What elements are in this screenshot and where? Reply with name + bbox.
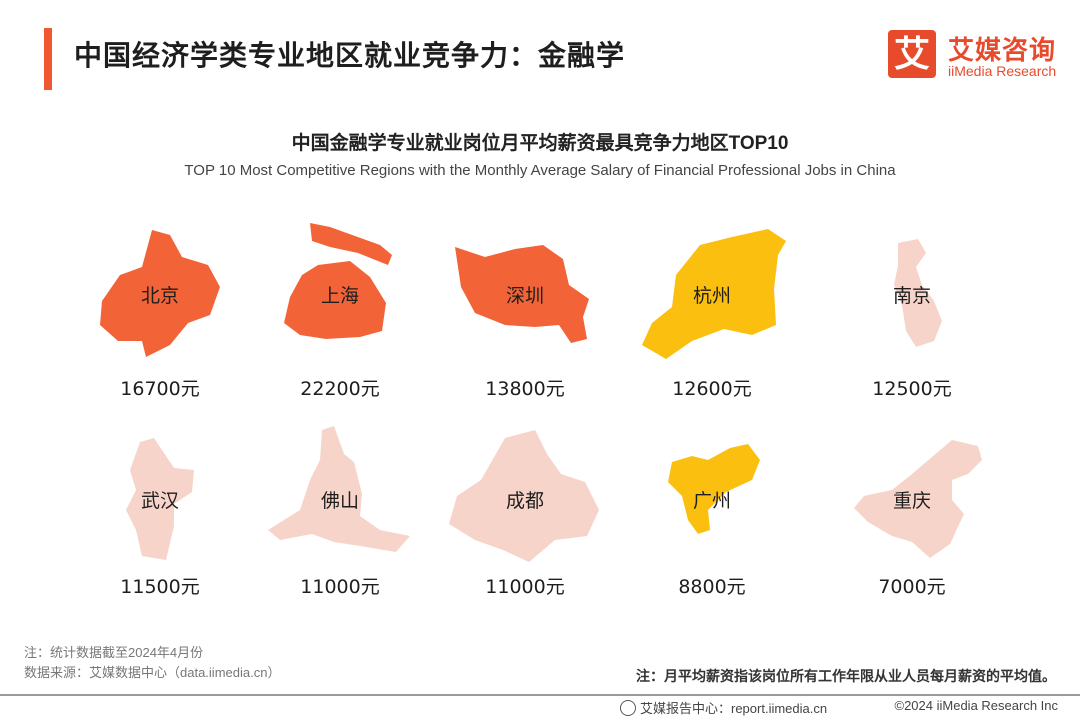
report-center-text: 艾媒报告中心：report.iimedia.cn: [640, 701, 828, 716]
stat-note: 注：统计数据截至2024年4月份: [24, 645, 204, 660]
region-label-7: 成都: [506, 490, 544, 512]
brand-logo[interactable]: 艾 艾媒咨询 iiMedia Research: [888, 30, 1068, 84]
region-shape-0: [100, 230, 220, 357]
footer-divider: [0, 694, 1080, 696]
salary-value-9: 7000元: [878, 576, 945, 598]
region-shape-1: [284, 223, 392, 339]
footer-copyright: ©2024 iiMedia Research Inc: [894, 698, 1059, 713]
region-label-2: 深圳: [506, 285, 544, 307]
logo-mark-icon: 艾: [888, 30, 936, 78]
globe-icon: [620, 700, 636, 716]
footer: 艾媒报告中心：report.iimedia.cn ©2024 iiMedia R…: [0, 698, 1080, 720]
region-label-4: 南京: [893, 285, 931, 307]
region-shape-8: [668, 444, 760, 534]
page-title: 中国经济学类专业地区就业竞争力：金融学: [74, 40, 626, 71]
region-shape-7: [449, 430, 599, 562]
region-label-1: 上海: [321, 285, 359, 307]
region-shape-6: [268, 426, 410, 552]
region-label-5: 武汉: [141, 490, 179, 512]
salary-value-2: 13800元: [485, 378, 564, 400]
salary-value-6: 11000元: [300, 576, 379, 598]
salary-value-1: 22200元: [300, 378, 379, 400]
logo-en-text: iiMedia Research: [948, 63, 1057, 79]
logo-cn-text: 艾媒咨询: [948, 35, 1057, 65]
region-shape-5: [126, 438, 194, 560]
definition-note: 注：月平均薪资指该岗位所有工作年限从业人员每月薪资的平均值。: [636, 668, 1056, 684]
chart-title: 中国金融学专业就业岗位月平均薪资最具竞争力地区TOP10: [291, 133, 789, 154]
salary-value-4: 12500元: [872, 378, 951, 400]
region-shape-3: [642, 229, 786, 359]
salary-value-3: 12600元: [672, 378, 751, 400]
region-label-6: 佛山: [321, 490, 359, 512]
region-label-0: 北京: [141, 285, 179, 307]
region-shape-2: [455, 245, 589, 343]
source-note: 数据来源：艾媒数据中心（data.iimedia.cn）: [24, 665, 281, 680]
region-shape-4: [894, 239, 942, 347]
salary-value-8: 8800元: [678, 576, 745, 598]
footer-report-center[interactable]: 艾媒报告中心：report.iimedia.cn: [620, 698, 827, 717]
salary-value-7: 11000元: [485, 576, 564, 598]
salary-value-0: 16700元: [120, 378, 199, 400]
region-label-9: 重庆: [893, 490, 931, 512]
region-label-3: 杭州: [693, 285, 731, 307]
chart-subtitle: TOP 10 Most Competitive Regions with the…: [184, 162, 896, 179]
salary-value-5: 11500元: [120, 576, 199, 598]
region-label-8: 广州: [693, 490, 731, 512]
title-accent-bar: [44, 28, 52, 90]
region-shape-9: [854, 440, 982, 558]
region-map-grid: 北京 16700元 上海 22200元 深圳 13800元 杭州 12600元 南京 12500元…: [100, 223, 982, 598]
